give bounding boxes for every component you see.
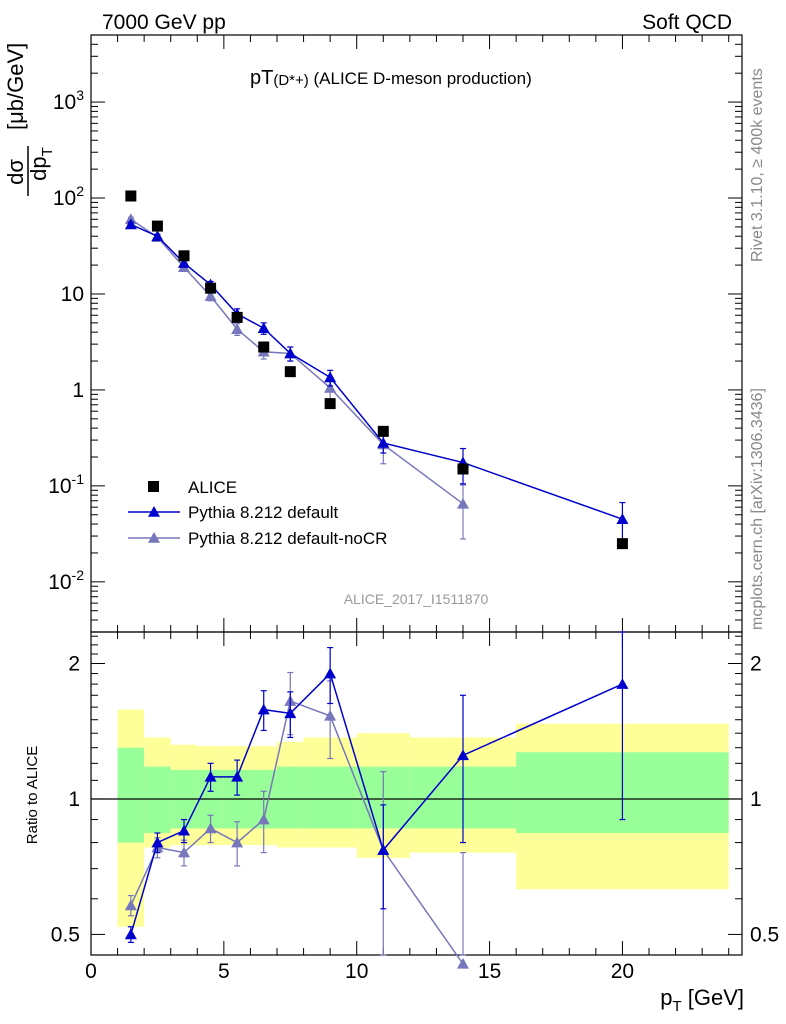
data-point-triangle: [231, 323, 244, 334]
ratio-point-triangle: [257, 703, 270, 715]
data-point-triangle: [284, 347, 297, 359]
data-point-square: [258, 341, 270, 353]
ratio-point-triangle: [204, 770, 217, 782]
x-tick-label: 5: [218, 960, 230, 983]
x-tick-label: 10: [345, 960, 368, 983]
y-tick-label: 10: [61, 283, 84, 306]
ratio-y-tick-label: 2: [68, 653, 80, 676]
y-tick-label: 10-1: [48, 471, 84, 498]
y-axis-label-numerator: dσ: [3, 159, 28, 185]
ratio-point-triangle: [124, 899, 137, 911]
ratio-point-triangle: [377, 844, 390, 855]
data-point-triangle: [324, 381, 337, 393]
analysis-id: ALICE_2017_I1511870: [344, 591, 489, 607]
chart-title-rest: (ALICE D-meson production): [309, 69, 532, 88]
header-right: Soft QCD: [642, 11, 732, 34]
ratio-band-green: [144, 766, 171, 834]
y-axis-label-denominator: dpT: [26, 147, 56, 181]
data-point-square: [284, 366, 296, 378]
rivet-label: Rivet 3.1.10, ≥ 400k events: [749, 68, 766, 262]
mcplots-label: mcplots.cern.ch [arXiv:1306.3436]: [749, 388, 766, 630]
legend-marker-alice: [148, 481, 159, 492]
chart-title-particle: (D*+): [273, 72, 308, 89]
ratio-point-triangle: [324, 667, 337, 679]
main-panel: 10-2 10-1 1 10 102 103 ALICE Pythia 8.212 defau…: [48, 34, 743, 633]
ratio-panel: 0 5 10 15 20 0.5 0.5 1 1 2 2: [51, 618, 779, 983]
ratio-point-triangle: [178, 824, 190, 836]
data-point-triangle: [377, 436, 390, 448]
data-point-square: [457, 463, 469, 475]
x-tick-label: 20: [611, 960, 634, 983]
data-point-triangle: [457, 497, 469, 509]
ratio-band-green: [277, 766, 304, 829]
data-point-triangle: [616, 513, 629, 524]
ratio-series-line: [130, 700, 464, 965]
y-tick-label: 102: [53, 183, 84, 210]
data-point-triangle: [178, 257, 190, 268]
data-point-square: [324, 398, 336, 410]
chart-title-main: pT: [250, 67, 273, 89]
data-point-square: [151, 220, 163, 232]
data-point-triangle: [324, 371, 337, 383]
x-tick-label: 0: [85, 960, 97, 983]
ratio-point-triangle: [124, 928, 137, 940]
ratio-frame: [90, 631, 743, 956]
y-tick-label: 103: [53, 87, 84, 114]
legend-label: ALICE: [188, 478, 237, 497]
ratio-y-axis-label: Ratio to ALICE: [24, 746, 41, 844]
ratio-point-triangle: [204, 822, 217, 834]
legend-label: Pythia 8.212 default-noCR: [188, 529, 387, 548]
ratio-y-tick-label: 0.5: [51, 923, 80, 946]
ratio-point-triangle: [324, 709, 337, 721]
header-left: 7000 GeV pp: [102, 11, 226, 34]
ratio-y-tick-label-right: 1: [750, 788, 762, 811]
ratio-point-triangle: [616, 678, 629, 689]
legend-label: Pythia 8.212 default: [188, 503, 339, 522]
x-tick-label: 15: [478, 960, 501, 983]
data-point-square: [377, 425, 389, 437]
ratio-point-triangle: [457, 957, 469, 969]
data-point-square: [616, 538, 628, 550]
data-point-square: [205, 282, 217, 294]
ratio-band-green: [303, 766, 357, 829]
ratio-y-tick-label: 1: [68, 788, 80, 811]
y-axis-label: dσ dpT [μb/GeV]: [3, 43, 56, 196]
legend-marker-triangle: [148, 532, 160, 543]
y-tick-label: 1: [72, 379, 84, 402]
data-point-triangle: [151, 230, 164, 242]
y-axis-label-unit: [μb/GeV]: [3, 43, 28, 130]
series-line: [130, 223, 623, 520]
ratio-point-triangle: [231, 770, 244, 782]
legend-marker-triangle: [148, 506, 160, 517]
data-point-square: [231, 311, 243, 323]
ratio-point-triangle: [178, 846, 190, 858]
data-point-triangle: [257, 322, 270, 333]
ratio-y-tick-label-right: 2: [750, 653, 762, 676]
ratio-point-triangle: [457, 749, 469, 761]
ratio-point-triangle: [151, 836, 164, 848]
data-point-triangle: [204, 290, 217, 301]
y-tick-label: 10-2: [48, 567, 84, 594]
data-point-triangle: [124, 218, 137, 230]
ratio-point-triangle: [284, 707, 297, 719]
chart-title: pT(D*+) (ALICE D-meson production): [250, 67, 532, 89]
ratio-y-tick-label-right: 0.5: [750, 923, 779, 946]
data-point-square: [178, 250, 190, 262]
ratio-band-green: [117, 747, 145, 843]
series-line: [130, 218, 464, 505]
ratio-point-triangle: [257, 813, 270, 825]
data-point-square: [125, 190, 137, 202]
ratio-point-triangle: [231, 836, 244, 848]
x-axis-label: pT [GeV]: [660, 985, 744, 1015]
